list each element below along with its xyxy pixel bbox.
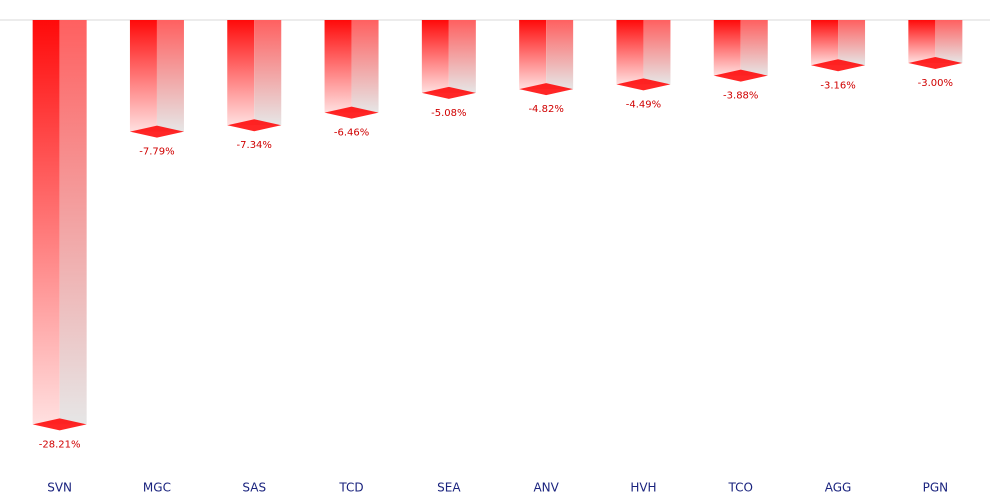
bar-bottom [713,69,768,82]
bar-side [838,20,866,66]
value-label: -6.46% [334,128,369,139]
bar-front [519,20,547,90]
x-tick-label: MGC [143,481,171,495]
bar-front [227,20,255,126]
bar-side [935,20,963,63]
value-label: -7.34% [237,140,272,151]
bar-front [811,20,839,66]
bar-front [129,20,157,132]
bar-side [740,20,768,76]
bar-bottom [811,59,866,72]
bar-side [448,20,476,93]
bar-side [643,20,671,85]
bar-front [32,20,60,425]
value-label: -5.08% [431,108,466,119]
bar-bottom [908,57,963,69]
x-tick-label: SAS [242,481,266,495]
x-tick-label: AGG [825,481,852,495]
x-tick-label: TCO [728,481,753,495]
value-label: -28.21% [39,439,81,450]
bar-bottom [32,418,87,431]
x-tick-label: PGN [923,481,949,495]
bar-bottom [421,86,476,99]
bar-side [351,20,379,113]
bar-front [616,20,644,85]
x-tick-label: ANV [533,481,559,495]
x-tick-label: SVN [47,481,72,495]
value-label: -4.82% [528,104,563,115]
bar-front [324,20,352,113]
bar-front [713,20,741,76]
bar-bottom [227,119,282,132]
bar-side [156,20,184,132]
bar-front [421,20,449,93]
bar-bottom [324,106,379,119]
bar-side [59,20,87,425]
value-label: -3.88% [723,91,758,102]
bar-side [254,20,282,126]
bar-bottom [519,83,574,96]
value-label: -3.00% [918,78,953,89]
value-label: -7.79% [139,147,174,158]
x-tick-label: SEA [437,481,461,495]
bar-bottom [616,78,671,91]
bar-bottom [129,125,184,138]
x-tick-label: TCD [338,481,363,495]
bar-front [908,20,936,63]
value-label: -3.16% [820,80,855,91]
value-label: -4.49% [626,99,661,110]
x-tick-label: HVH [630,481,656,495]
bar-side [546,20,574,90]
